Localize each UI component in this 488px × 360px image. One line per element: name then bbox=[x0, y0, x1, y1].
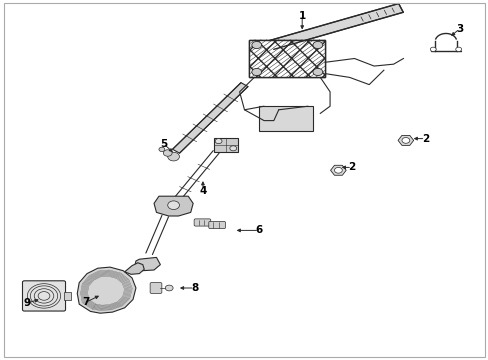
Polygon shape bbox=[213, 138, 238, 152]
Polygon shape bbox=[249, 40, 325, 77]
FancyBboxPatch shape bbox=[208, 221, 225, 229]
Text: 7: 7 bbox=[81, 297, 89, 307]
Text: 9: 9 bbox=[23, 298, 30, 308]
Text: 2: 2 bbox=[421, 134, 428, 144]
Text: 6: 6 bbox=[255, 225, 262, 235]
Circle shape bbox=[312, 68, 322, 76]
Circle shape bbox=[163, 150, 172, 156]
Circle shape bbox=[401, 138, 409, 143]
Circle shape bbox=[429, 47, 435, 51]
Circle shape bbox=[167, 201, 179, 210]
Text: 3: 3 bbox=[455, 24, 462, 34]
Circle shape bbox=[215, 139, 222, 144]
Polygon shape bbox=[77, 267, 136, 313]
FancyBboxPatch shape bbox=[22, 281, 65, 311]
Circle shape bbox=[167, 152, 179, 161]
FancyBboxPatch shape bbox=[194, 219, 210, 226]
Polygon shape bbox=[63, 292, 71, 300]
Polygon shape bbox=[172, 83, 247, 153]
Polygon shape bbox=[397, 135, 413, 145]
Text: 1: 1 bbox=[298, 11, 305, 21]
Text: 2: 2 bbox=[348, 162, 355, 172]
Circle shape bbox=[159, 147, 164, 152]
Circle shape bbox=[251, 68, 261, 76]
Text: 8: 8 bbox=[191, 283, 198, 293]
Circle shape bbox=[455, 47, 461, 51]
Polygon shape bbox=[268, 4, 403, 49]
Circle shape bbox=[334, 167, 342, 173]
Circle shape bbox=[229, 146, 236, 151]
Circle shape bbox=[251, 41, 261, 49]
Circle shape bbox=[165, 285, 173, 291]
Circle shape bbox=[312, 41, 322, 49]
Polygon shape bbox=[259, 106, 312, 131]
Polygon shape bbox=[134, 257, 160, 271]
Polygon shape bbox=[124, 263, 144, 274]
Polygon shape bbox=[330, 165, 346, 175]
FancyBboxPatch shape bbox=[150, 283, 162, 293]
Polygon shape bbox=[154, 196, 193, 216]
Text: 5: 5 bbox=[160, 139, 167, 149]
Bar bbox=[249, 40, 325, 77]
Text: 4: 4 bbox=[199, 186, 206, 196]
